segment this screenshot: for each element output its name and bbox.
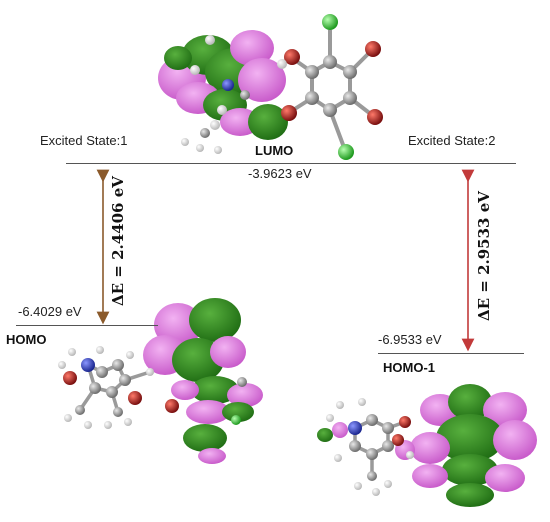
- delta-e-right-label: ΔE = 2.9533 eV: [475, 191, 493, 321]
- lumo-atoms: [181, 14, 383, 160]
- lumo-energy: -3.9623 eV: [248, 166, 312, 181]
- homo-orbital-lobes: [143, 298, 263, 464]
- lumo-molecule: [158, 14, 383, 160]
- homo-level-line: [16, 325, 158, 326]
- lumo-label: LUMO: [255, 143, 294, 158]
- homo1-level-line: [378, 353, 524, 354]
- excited-state-2-label: Excited State:2: [408, 133, 496, 148]
- homo-label: HOMO: [6, 332, 47, 347]
- homo1-orbital-lobes: [317, 384, 537, 507]
- excited-state-1-label: Excited State:1: [40, 133, 128, 148]
- homo1-energy: -6.9533 eV: [378, 332, 442, 347]
- lumo-orbital-lobes: [158, 30, 288, 140]
- lumo-level-line: [66, 163, 516, 164]
- homo1-label: HOMO-1: [383, 360, 435, 375]
- delta-e-left-label: ΔE = 2.4406 eV: [109, 176, 127, 306]
- homo1-atoms: [326, 398, 414, 496]
- homo-energy: -6.4029 eV: [18, 304, 82, 319]
- homo-atoms: [58, 346, 247, 429]
- homo-molecule: [58, 298, 263, 464]
- homo1-molecule: [317, 384, 537, 507]
